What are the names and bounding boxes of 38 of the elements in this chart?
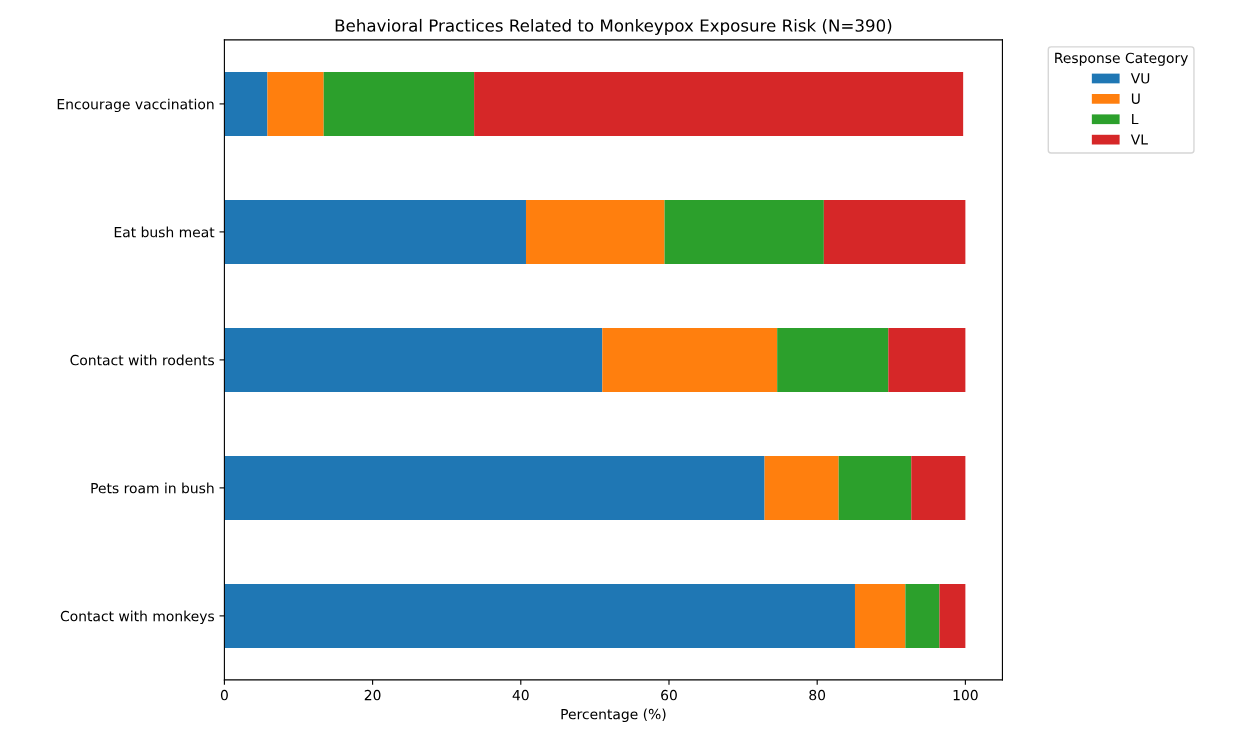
y-tick-label: Eat bush meat — [114, 226, 215, 238]
x-tick-label: 0 — [220, 689, 228, 701]
bar — [905, 583, 940, 648]
x-tick-label: 100 — [953, 689, 978, 701]
bar — [474, 71, 964, 136]
chart-title: Behavioral Practices Related to Monkeypox Exposure Risk (N=390) — [335, 18, 892, 36]
y-tick-label: Encourage vaccination — [57, 98, 214, 113]
bar — [224, 327, 603, 392]
legend-label: L — [1132, 113, 1139, 125]
x-tick-label: 20 — [364, 689, 381, 701]
bar — [224, 199, 526, 264]
bar — [939, 583, 966, 648]
bar — [664, 199, 824, 264]
bar — [224, 583, 855, 648]
y-tick-label: Contact with monkeys — [60, 610, 215, 625]
bar — [777, 327, 889, 392]
bar — [224, 71, 268, 136]
bar — [224, 455, 765, 520]
y-tick-label: Pets roam in bush — [91, 482, 214, 494]
bar — [764, 455, 839, 520]
bar — [323, 71, 475, 136]
bar — [838, 455, 912, 520]
legend-title: Response Category — [1055, 52, 1188, 66]
legend-label: VU — [1130, 73, 1150, 84]
bar — [854, 583, 906, 648]
bar — [911, 455, 966, 520]
bar — [602, 327, 778, 392]
y-tick-label: Contact with rodents — [70, 354, 215, 366]
x-tick-label: 60 — [661, 689, 677, 701]
bar — [525, 199, 665, 264]
bar — [267, 71, 324, 136]
bar — [823, 199, 966, 264]
legend-label: VL — [1130, 134, 1148, 145]
x-axis-title: Percentage (%) — [561, 708, 666, 723]
legend-label: U — [1131, 93, 1140, 104]
bar — [888, 327, 966, 392]
x-tick-label: 80 — [809, 689, 826, 701]
x-tick-label: 40 — [512, 689, 529, 701]
